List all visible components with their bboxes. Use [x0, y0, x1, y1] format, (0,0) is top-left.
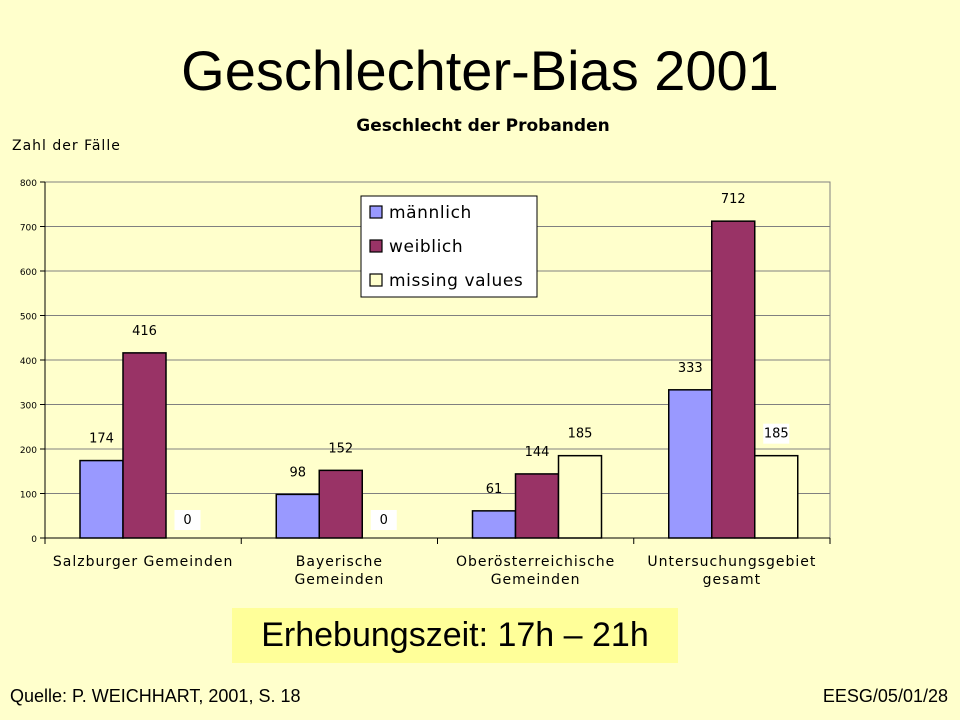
bar-männlich: [668, 389, 713, 539]
x-category-label: Oberösterreichische: [456, 554, 615, 570]
y-tick-label: 300: [20, 402, 37, 412]
data-label: 0: [183, 513, 191, 528]
y-tick-label: 400: [20, 357, 37, 367]
y-tick-label: 0: [31, 535, 37, 545]
data-label-box: [174, 510, 201, 530]
bar-missing-values: [557, 454, 603, 539]
data-label: 61: [486, 482, 503, 497]
data-label-box: [370, 510, 397, 530]
legend-entry: männlich: [389, 203, 472, 223]
data-label: 416: [132, 324, 157, 339]
bar-weiblich: [711, 220, 756, 539]
slide-title: Geschlechter-Bias 2001: [181, 39, 779, 102]
legend-swatch: [369, 273, 383, 287]
chart-title: Geschlecht der Probanden: [356, 116, 609, 136]
y-tick-label: 500: [20, 313, 37, 323]
data-label-box: [763, 423, 790, 444]
data-label: 144: [525, 445, 550, 460]
y-axis-label: Zahl der Fälle: [12, 138, 121, 154]
y-tick-label: 600: [20, 268, 37, 278]
data-label: 152: [328, 441, 353, 456]
data-label: 333: [678, 361, 703, 376]
bars: [79, 220, 799, 539]
x-category-label: gesamt: [703, 572, 762, 588]
data-label: 0: [380, 513, 388, 528]
y-tick-label: 800: [20, 179, 37, 189]
data-label: 185: [764, 427, 789, 442]
x-category-label: Untersuchungsgebiet: [647, 554, 816, 570]
bar-männlich: [471, 510, 517, 539]
collection-time-callout: Erhebungszeit: 17h – 21h: [232, 608, 678, 663]
x-category-label: Gemeinden: [491, 572, 581, 588]
legend-box: [360, 195, 538, 298]
bar-weiblich: [318, 469, 363, 539]
y-axis-ticks: 0 100 200 300 400 500 600 700 800: [20, 179, 37, 545]
y-tick-label: 200: [20, 446, 37, 456]
data-label: 98: [289, 465, 306, 480]
y-tick-label: 700: [20, 224, 37, 234]
axes: [40, 181, 831, 544]
x-category-label: Salzburger Gemeinden: [53, 554, 234, 570]
legend-entry: missing values: [389, 271, 523, 291]
slide-code: EESG/05/01/28: [822, 686, 948, 706]
x-axis-categories: Salzburger Gemeinden Bayerische Gemeinden O…: [53, 554, 816, 588]
bar-weiblich: [514, 473, 560, 539]
legend-swatch: [369, 205, 383, 219]
bar-missing-values: [754, 454, 799, 539]
legend: männlich weiblich missing values: [360, 195, 538, 298]
x-category-label: Bayerische: [296, 554, 383, 570]
source-citation: Quelle: P. WEICHHART, 2001, S. 18: [10, 686, 301, 706]
bar-männlich: [275, 493, 320, 539]
data-label: 712: [721, 192, 746, 207]
data-label: 185: [568, 427, 593, 442]
x-category-label: Gemeinden: [294, 572, 384, 588]
bar-männlich: [79, 459, 124, 539]
data-labels: 174 416 0 98 152 0 61 144 185 333 712 185: [89, 192, 790, 530]
data-label: 174: [89, 432, 114, 447]
legend-swatch: [369, 239, 383, 253]
bar-chart: Geschlecht der Probanden Zahl der Fälle …: [12, 116, 831, 588]
legend-entry: weiblich: [389, 237, 463, 257]
y-tick-label: 100: [20, 491, 37, 501]
bar-weiblich: [122, 352, 167, 539]
